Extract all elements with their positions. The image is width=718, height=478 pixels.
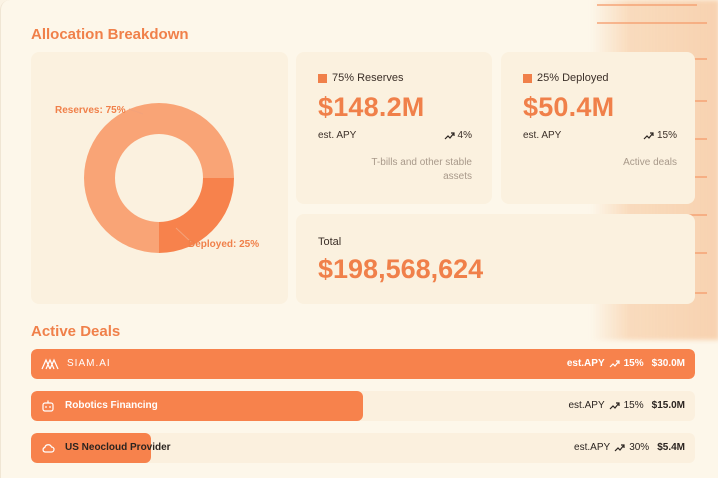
reserves-donut-label: Reserves: 75% [55, 105, 126, 116]
deal-progress-fill [31, 391, 363, 421]
reserves-heading-text: 75% Reserves [332, 72, 404, 84]
blurred-line [597, 22, 707, 24]
deal-name: Robotics Financing [65, 400, 158, 411]
deal-apy-value: 15% [623, 400, 644, 411]
reserves-swatch [318, 73, 327, 83]
active-deals-title: Active Deals [31, 323, 121, 340]
deployed-donut-label: Deployed: 25% [188, 239, 260, 250]
deal-stats: est.APY 30% $5.4M [574, 442, 685, 453]
deal-row-robotics-financing[interactable]: Robotics Financing est.APY 15% $15.0M [31, 391, 695, 421]
trend-up-icon [609, 401, 620, 409]
deal-apy-value: 30% [629, 442, 650, 453]
allocation-donut-card: Reserves: 75% Deployed: 25% [31, 52, 288, 304]
allocation-donut-chart [84, 103, 234, 253]
deployed-apy-label: est. APY [523, 130, 562, 141]
deal-row-siam-ai[interactable]: SIAM.AI est.APY 15% $30.0M [31, 349, 695, 379]
total-card: Total $198,568,624 [296, 214, 695, 304]
total-amount: $198,568,624 [318, 254, 484, 284]
deal-stats: est.APY 15% $15.0M [568, 400, 685, 411]
deployed-apy-value: 15% [656, 130, 677, 141]
reserves-amount: $148.2M [318, 92, 425, 122]
deployed-card: 25% Deployed $50.4M est. APY 15% Active … [501, 52, 695, 204]
deal-apy-label: est.APY [568, 400, 605, 411]
total-label: Total [318, 236, 342, 248]
reserves-description-line: assets [443, 171, 472, 182]
deal-amount: $30.0M [651, 358, 685, 369]
deal-amount: $5.4M [657, 442, 685, 453]
robot-icon [42, 400, 54, 412]
deal-apy-value: 15% [623, 358, 644, 369]
donut-slice-reserves[interactable] [84, 103, 234, 253]
deal-stats: est.APY 15% $30.0M [567, 358, 685, 369]
deal-name: SIAM.AI [67, 358, 111, 369]
trend-up-icon [609, 359, 620, 367]
trend-up-icon [643, 131, 654, 139]
deal-progress-fill [31, 433, 151, 463]
deployed-heading-text: 25% Deployed [537, 72, 609, 84]
trend-up-icon [444, 131, 455, 139]
deployed-amount: $50.4M [523, 92, 615, 122]
deployed-leader-line [175, 227, 192, 243]
deployed-description-line: Active deals [623, 157, 677, 168]
reserves-apy-label: est. APY [318, 130, 357, 141]
deal-apy-label: est.APY [574, 442, 611, 453]
reserves-card: 75% Reserves $148.2M est. APY 4% T-bills… [296, 52, 492, 204]
donut-slice-deployed[interactable] [159, 178, 234, 253]
deal-amount: $15.0M [651, 400, 685, 411]
deal-apy-label: est.APY [566, 358, 605, 369]
deployed-swatch [523, 73, 532, 83]
allocation-title: Allocation Breakdown [31, 26, 189, 43]
cloud-icon [42, 444, 55, 453]
reserves-apy-value: 4% [457, 130, 472, 141]
reserves-apy-trend: 4% [444, 130, 472, 141]
reserves-description: T-bills and other stable assets [371, 156, 472, 184]
deployed-heading: 25% Deployed [523, 72, 609, 84]
deal-name: US Neocloud Provider [65, 442, 171, 453]
deployed-apy-trend: 15% [643, 130, 677, 141]
reserves-leader-line [128, 108, 144, 115]
deployed-description: Active deals [623, 156, 677, 170]
reserves-heading: 75% Reserves [318, 72, 404, 84]
blurred-line [597, 4, 697, 6]
deal-row-us-neocloud-provider[interactable]: US Neocloud Provider est.APY 30% $5.4M [31, 433, 695, 463]
deal-progress-fill [31, 349, 695, 379]
trend-up-icon [614, 443, 625, 451]
siam-logo-icon [41, 358, 59, 370]
reserves-description-line: T-bills and other stable [371, 157, 472, 168]
